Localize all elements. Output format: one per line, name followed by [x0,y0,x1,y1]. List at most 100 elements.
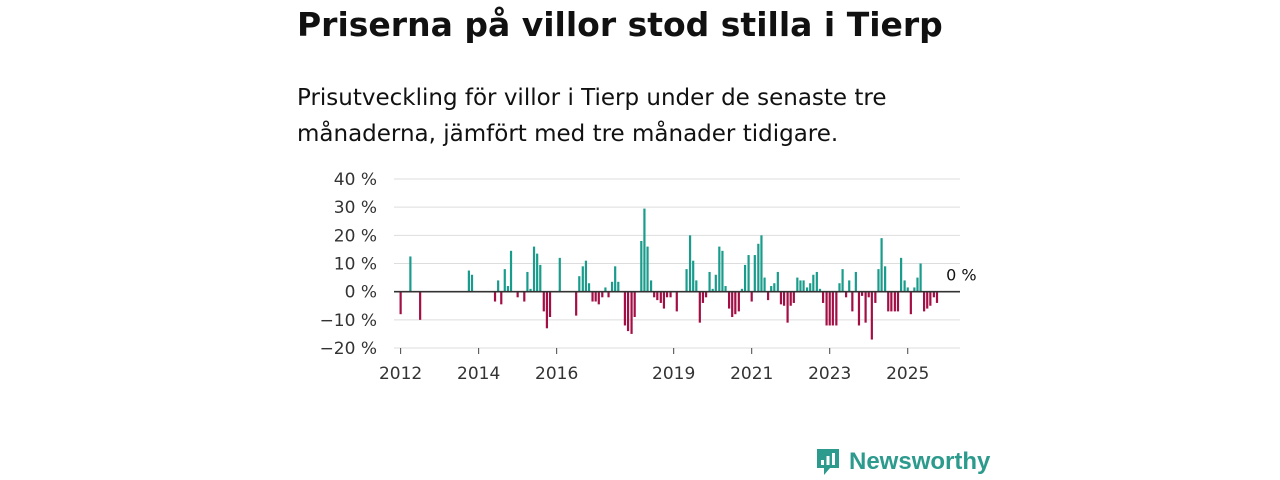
bar [669,291,672,298]
bar [630,291,633,334]
bar [786,291,789,323]
chart-subtitle: Prisutveckling för villor i Tierp under … [297,85,887,147]
x-tick-label: 2012 [379,364,422,384]
bar [848,280,851,292]
bar [626,291,630,332]
bar [665,291,669,298]
bar [802,280,805,292]
brand-name: Newsworthy [849,448,991,475]
bar [815,271,818,292]
bar [532,246,536,292]
bar [646,246,649,292]
bar [913,287,916,292]
bar [692,260,695,292]
bar [526,271,529,292]
bar [617,281,620,292]
bar [926,291,929,309]
x-tick-label: 2019 [652,364,695,384]
bar [841,269,844,292]
newsworthy-logo-icon [817,449,839,475]
bar [799,280,802,292]
bar [467,270,470,292]
bar [743,264,747,292]
bar [688,235,692,292]
bar [929,291,932,306]
bar [923,291,926,312]
bar [470,274,474,292]
bar [753,255,756,292]
bar [932,291,935,298]
bar [516,291,519,298]
bar [597,291,600,305]
bar [864,291,867,323]
bar [857,291,861,326]
bar [770,286,773,292]
bar [909,291,912,315]
bar [860,291,864,296]
bar [578,276,581,292]
bar [698,291,701,323]
bar [737,291,740,312]
bar [419,291,422,320]
bar [727,291,731,309]
bar [409,256,412,292]
bar [893,291,896,312]
bar [695,280,698,292]
latest-value-label: 0 % [946,266,976,285]
y-tick-label: 10 % [334,255,377,275]
x-tick-label: 2025 [886,364,929,384]
bar [763,277,766,292]
bar [935,291,939,303]
bar [587,283,591,292]
bar [623,291,627,326]
chart-title: Priserna på villor stod stilla i Tierp [297,5,943,44]
bar [782,291,786,306]
bar [497,280,500,292]
y-tick-label: 30 % [334,198,377,218]
bar [714,274,717,292]
bar [890,291,893,312]
x-axis-ticks: 2012 2014 2016 2019 2021 2023 2025 [379,347,960,384]
bar [760,235,763,292]
bar [903,280,906,292]
bar [916,277,919,292]
bar [529,288,532,292]
bar [776,271,779,292]
bar [789,291,792,306]
bar [594,291,597,302]
bar [604,287,607,292]
bar [750,291,753,302]
bar [757,243,760,292]
bar [675,291,678,312]
bar [633,291,636,318]
bar [708,271,711,292]
bar [649,280,653,292]
bar [773,283,776,292]
grid-lines [394,178,960,349]
bar [896,291,900,312]
bar [845,291,848,298]
bar [870,291,873,340]
bar [711,288,714,292]
y-tick-label: 20 % [334,226,377,246]
x-tick-label: 2016 [535,364,578,384]
bar [887,291,890,312]
bar [796,277,799,292]
bar [601,291,604,298]
bar [656,291,659,301]
bars [399,208,939,340]
bar [877,269,880,292]
bar [581,266,584,292]
bar [919,263,922,292]
bar [493,291,497,302]
bar [503,269,506,292]
bar [506,286,509,292]
bar [747,255,750,292]
x-tick-label: 2021 [730,364,773,384]
bar [828,291,831,326]
bar [610,281,614,292]
bar [662,291,666,309]
bar [591,291,594,302]
bar [509,250,513,292]
